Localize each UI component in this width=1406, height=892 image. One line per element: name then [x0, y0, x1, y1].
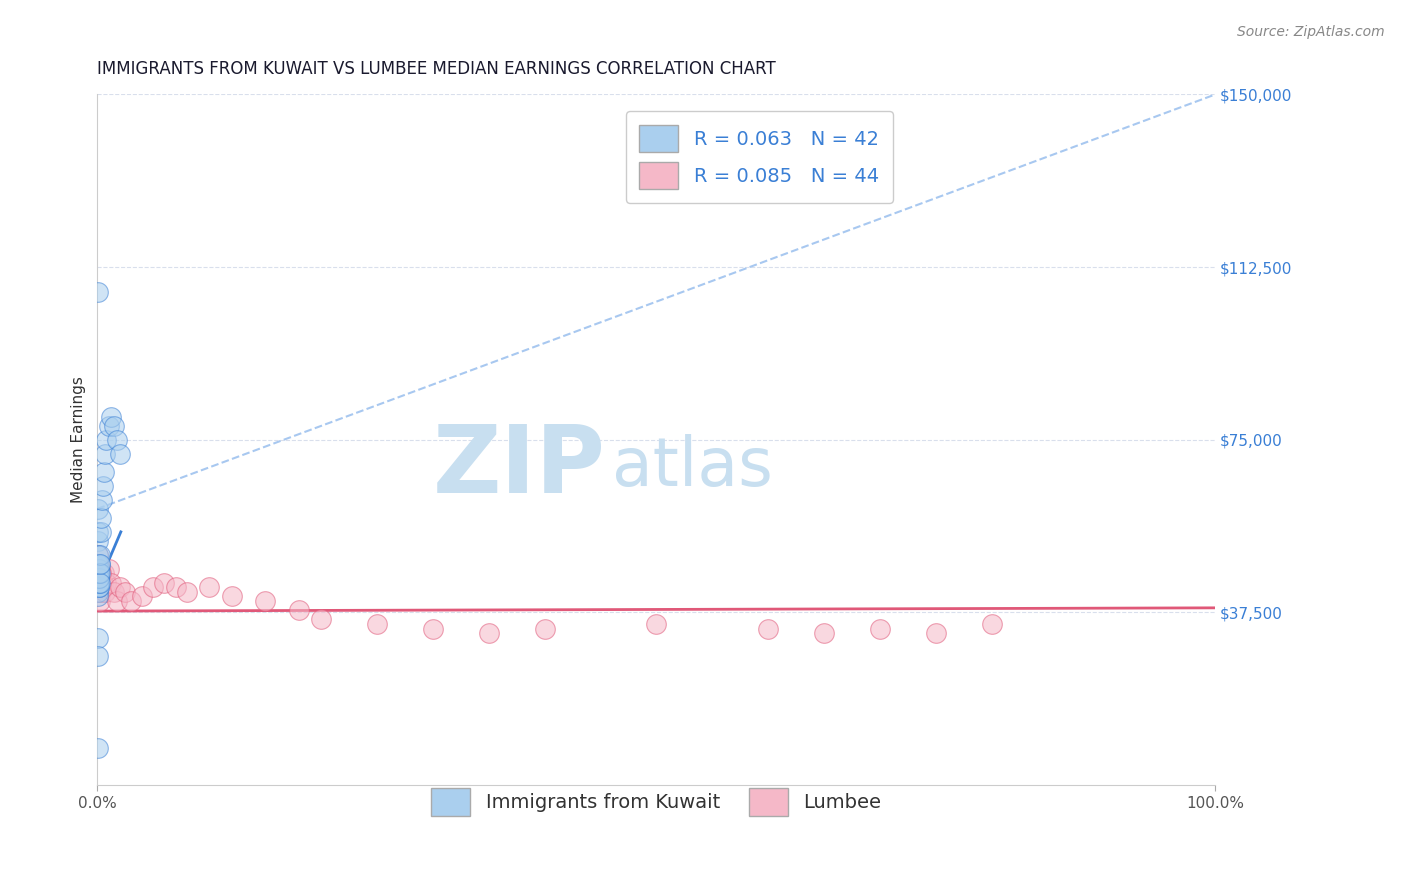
- Point: [87, 584, 110, 599]
- Point: [87, 566, 110, 581]
- Point: [90, 492, 112, 507]
- Point: [87, 571, 110, 585]
- Point: [645, 617, 668, 632]
- Point: [980, 617, 1002, 632]
- Point: [87, 557, 110, 571]
- Point: [87, 580, 110, 594]
- Point: [87, 534, 110, 549]
- Point: [165, 580, 187, 594]
- Point: [89, 575, 111, 590]
- Point: [925, 626, 948, 640]
- Point: [869, 622, 891, 636]
- Point: [254, 594, 277, 608]
- Point: [93, 566, 115, 581]
- Point: [89, 594, 111, 608]
- Point: [87, 548, 110, 562]
- Point: [90, 584, 112, 599]
- Point: [309, 612, 332, 626]
- Point: [103, 584, 125, 599]
- Point: [87, 631, 110, 645]
- Point: [108, 447, 131, 461]
- Point: [97, 562, 120, 576]
- Point: [87, 584, 110, 599]
- Point: [107, 433, 129, 447]
- Point: [120, 594, 142, 608]
- Point: [131, 590, 153, 604]
- Point: [87, 285, 110, 300]
- Point: [87, 590, 110, 604]
- Point: [91, 479, 114, 493]
- Point: [87, 562, 110, 576]
- Point: [90, 511, 112, 525]
- Point: [89, 575, 111, 590]
- Point: [89, 566, 111, 581]
- Point: [89, 557, 111, 571]
- Point: [91, 575, 114, 590]
- Point: [366, 617, 388, 632]
- Point: [87, 580, 110, 594]
- Point: [87, 562, 110, 576]
- Point: [176, 584, 198, 599]
- Point: [94, 584, 117, 599]
- Point: [89, 566, 111, 581]
- Point: [87, 575, 110, 590]
- Point: [89, 548, 111, 562]
- Point: [422, 622, 444, 636]
- Point: [90, 580, 112, 594]
- Y-axis label: Median Earnings: Median Earnings: [72, 376, 86, 503]
- Point: [87, 566, 110, 581]
- Point: [103, 419, 125, 434]
- Point: [87, 501, 110, 516]
- Point: [221, 590, 243, 604]
- Point: [87, 548, 110, 562]
- Point: [93, 465, 115, 479]
- Point: [533, 622, 555, 636]
- Point: [756, 622, 779, 636]
- Point: [287, 603, 309, 617]
- Point: [89, 571, 111, 585]
- Point: [87, 571, 110, 585]
- Point: [89, 557, 111, 571]
- Point: [89, 562, 111, 576]
- Point: [96, 575, 118, 590]
- Point: [90, 524, 112, 539]
- Text: ZIP: ZIP: [433, 421, 606, 514]
- Point: [100, 575, 122, 590]
- Point: [114, 584, 136, 599]
- Point: [813, 626, 835, 640]
- Legend: Immigrants from Kuwait, Lumbee: Immigrants from Kuwait, Lumbee: [423, 780, 889, 823]
- Point: [87, 566, 110, 581]
- Point: [478, 626, 501, 640]
- Point: [90, 566, 112, 581]
- Point: [142, 580, 165, 594]
- Text: Source: ZipAtlas.com: Source: ZipAtlas.com: [1237, 25, 1385, 39]
- Point: [87, 524, 110, 539]
- Point: [87, 575, 110, 590]
- Point: [87, 575, 110, 590]
- Point: [97, 419, 120, 434]
- Point: [87, 649, 110, 664]
- Point: [108, 580, 131, 594]
- Text: IMMIGRANTS FROM KUWAIT VS LUMBEE MEDIAN EARNINGS CORRELATION CHART: IMMIGRANTS FROM KUWAIT VS LUMBEE MEDIAN …: [97, 60, 776, 78]
- Point: [96, 433, 118, 447]
- Text: atlas: atlas: [612, 434, 772, 500]
- Point: [94, 447, 117, 461]
- Point: [89, 580, 111, 594]
- Point: [87, 584, 110, 599]
- Point: [87, 580, 110, 594]
- Point: [107, 594, 129, 608]
- Point: [87, 575, 110, 590]
- Point: [198, 580, 221, 594]
- Point: [87, 741, 110, 756]
- Point: [153, 575, 176, 590]
- Point: [100, 409, 122, 424]
- Point: [87, 557, 110, 571]
